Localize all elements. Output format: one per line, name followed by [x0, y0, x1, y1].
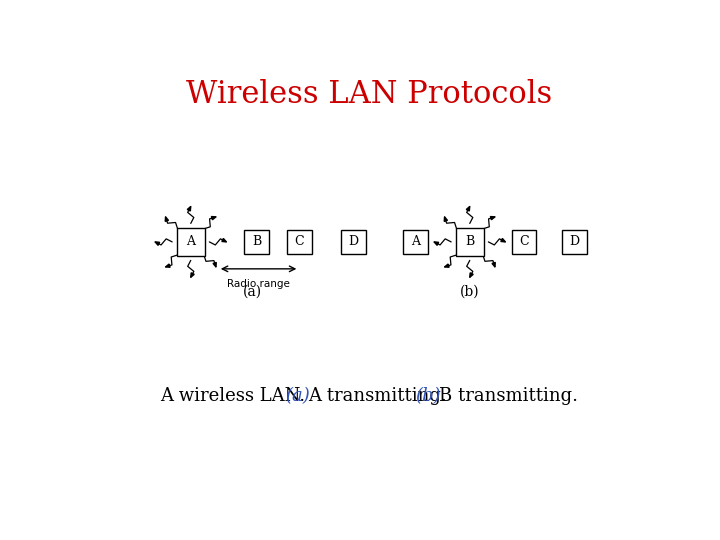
Bar — [456, 228, 484, 256]
Bar — [244, 230, 269, 254]
Polygon shape — [444, 217, 447, 221]
Polygon shape — [187, 206, 191, 211]
Polygon shape — [222, 239, 226, 242]
Bar — [287, 230, 312, 254]
Text: B transmitting.: B transmitting. — [438, 387, 577, 405]
Polygon shape — [492, 262, 495, 267]
Polygon shape — [191, 273, 194, 278]
Text: A: A — [411, 235, 420, 248]
Text: B: B — [465, 235, 474, 248]
Polygon shape — [469, 273, 473, 278]
Bar — [562, 230, 587, 254]
Polygon shape — [166, 264, 170, 267]
Text: D: D — [570, 235, 580, 248]
Polygon shape — [212, 217, 216, 220]
Polygon shape — [165, 217, 168, 221]
Text: C: C — [294, 235, 304, 248]
Text: (b): (b) — [460, 285, 480, 299]
Text: A: A — [186, 235, 195, 248]
Polygon shape — [213, 262, 216, 267]
Polygon shape — [467, 206, 469, 211]
Text: A transmitting.: A transmitting. — [309, 387, 447, 405]
Text: D: D — [348, 235, 359, 248]
Text: (b): (b) — [415, 387, 441, 405]
Text: Radio range: Radio range — [227, 279, 289, 289]
Text: B: B — [252, 235, 261, 248]
Bar — [177, 228, 204, 256]
Text: A wireless LAN.: A wireless LAN. — [160, 387, 305, 405]
Polygon shape — [444, 264, 449, 267]
Text: (a): (a) — [243, 285, 262, 299]
Bar — [512, 230, 536, 254]
Polygon shape — [155, 242, 160, 245]
Polygon shape — [501, 239, 505, 242]
Text: (a): (a) — [285, 387, 310, 405]
Polygon shape — [490, 217, 495, 220]
Bar — [341, 230, 366, 254]
Polygon shape — [434, 242, 438, 245]
Text: C: C — [519, 235, 528, 248]
Bar — [403, 230, 428, 254]
Text: Wireless LAN Protocols: Wireless LAN Protocols — [186, 78, 552, 110]
